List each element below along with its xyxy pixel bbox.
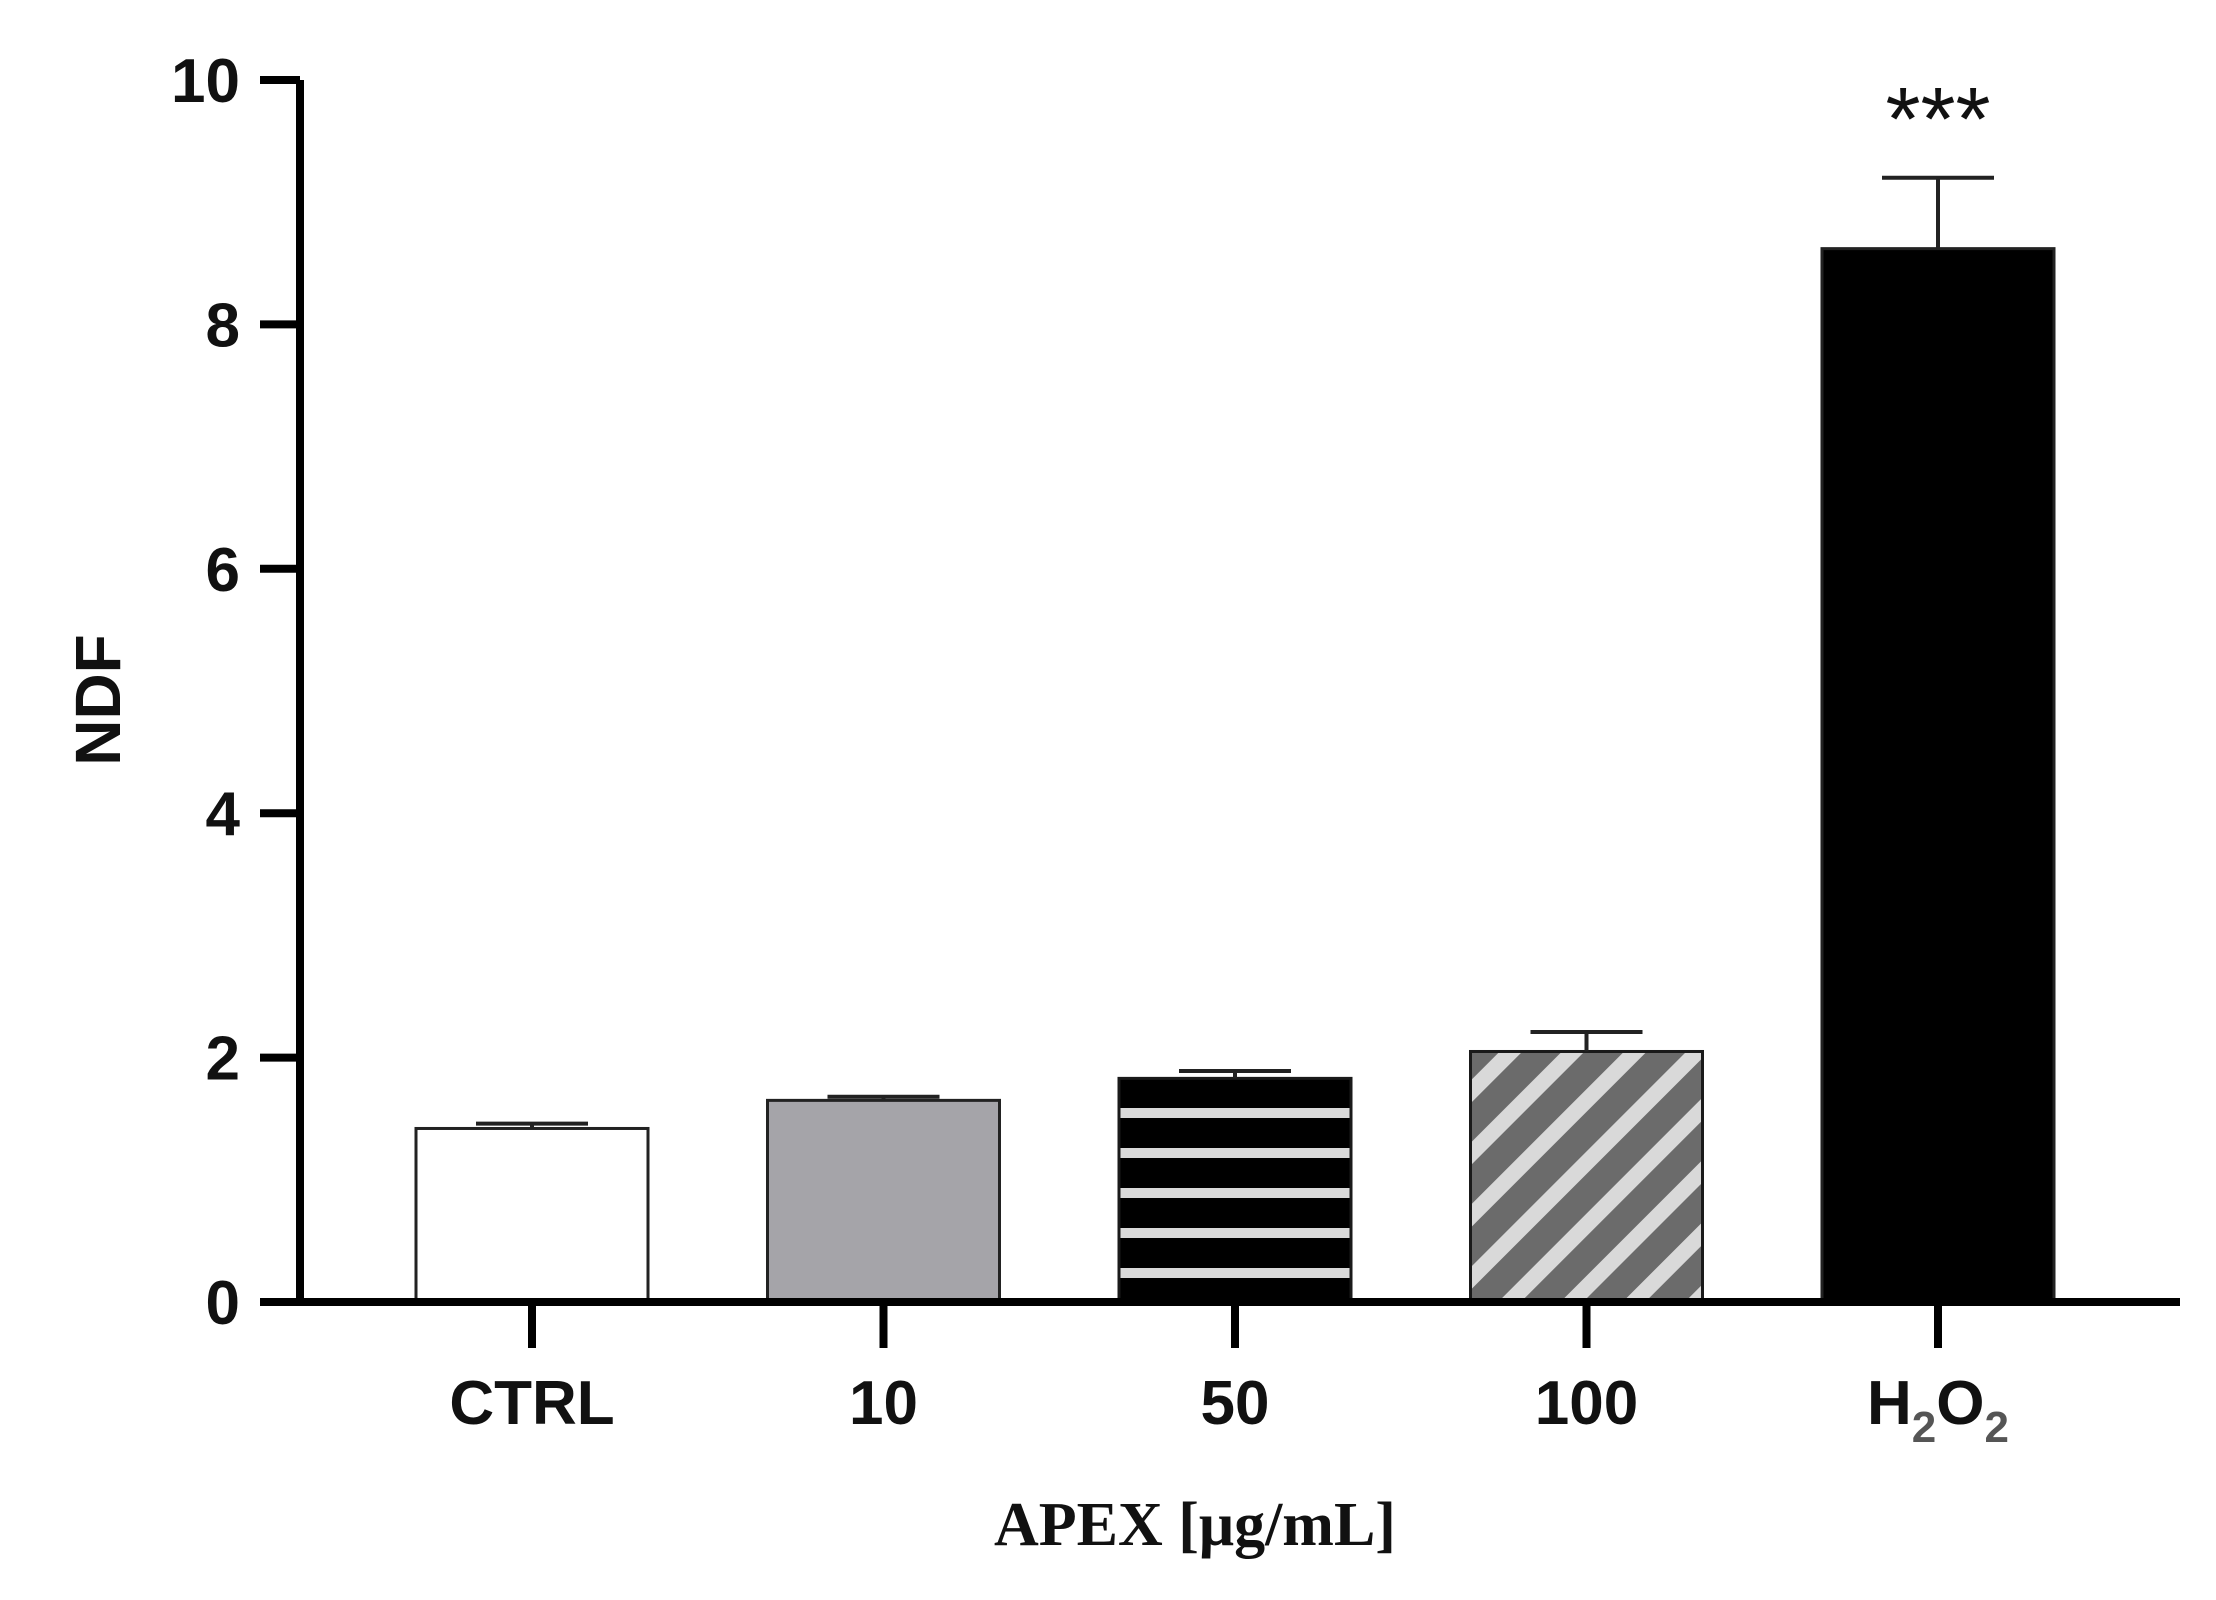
bar-ctrl xyxy=(414,1126,650,1304)
x-tick-label: H2O2 xyxy=(1867,1369,2009,1452)
x-tick-label: 100 xyxy=(1535,1369,1638,1438)
y-tick-label: 10 xyxy=(171,47,240,116)
y-tick-label: 6 xyxy=(206,536,240,605)
labels: NDF APEX [μg/mL] xyxy=(62,634,1396,1559)
x-tick-label: 10 xyxy=(849,1369,918,1438)
bars-group: *** xyxy=(414,70,2056,1304)
y-tick-label: 0 xyxy=(206,1269,240,1338)
y-tick-label: 8 xyxy=(206,291,240,360)
significance-marker: *** xyxy=(1885,70,1990,170)
x-axis-label: APEX [μg/mL] xyxy=(994,1491,1396,1559)
bar-10 xyxy=(766,1098,1001,1304)
bar-h2o2 xyxy=(1820,247,2056,1304)
bar-50 xyxy=(1117,1076,1353,1304)
y-tick-label: 4 xyxy=(206,780,241,849)
axes: 0 2 4 6 8 10 CTRL 10 50 100 H2O2 xyxy=(171,47,2180,1452)
x-tick-label: CTRL xyxy=(449,1369,614,1438)
y-tick-label: 2 xyxy=(206,1025,240,1094)
x-tick-label: 50 xyxy=(1201,1369,1270,1438)
y-axis-label: NDF xyxy=(62,634,134,766)
bar-100 xyxy=(1469,1049,1704,1304)
